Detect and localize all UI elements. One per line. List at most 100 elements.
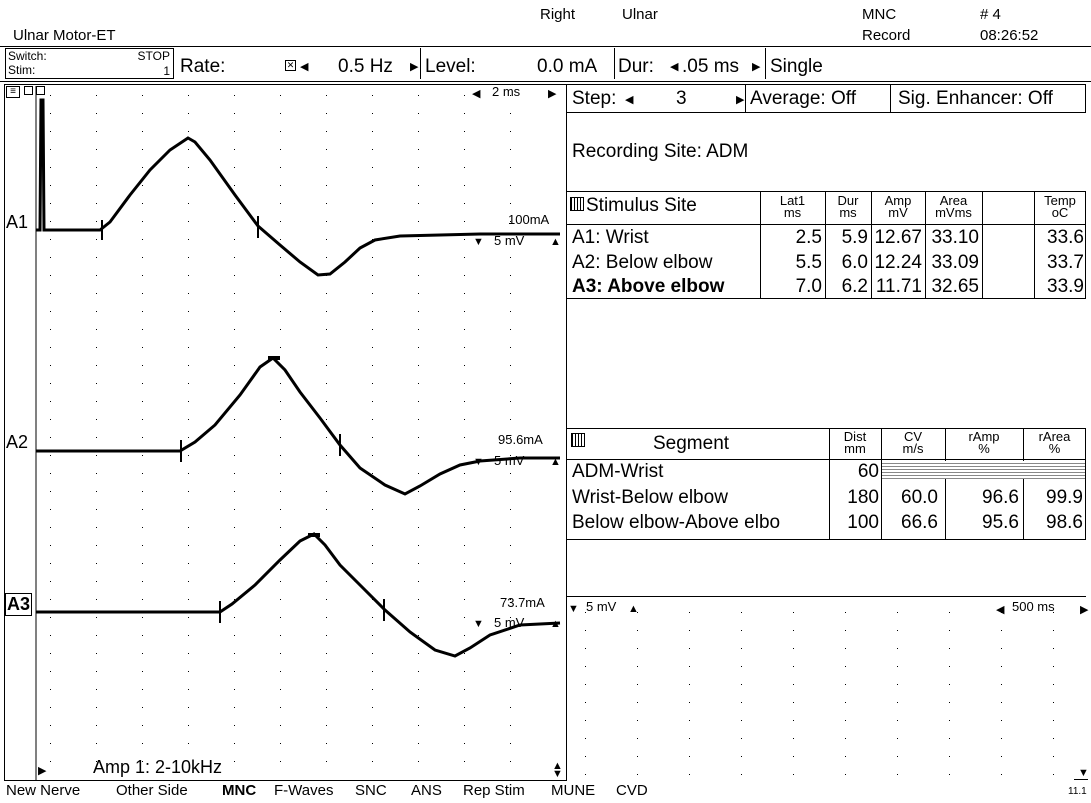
stim-row-site-selected[interactable]: A3: Above elbow <box>572 276 725 297</box>
arrow-up-icon[interactable]: ▲ <box>550 618 561 630</box>
grid-dot <box>1053 630 1054 631</box>
grid-dot <box>142 185 143 186</box>
grid-dot <box>793 684 794 685</box>
grid-dot <box>234 437 235 438</box>
arrow-right-icon[interactable]: ▶ <box>548 88 557 100</box>
sensitivity-a3[interactable]: 5 mV <box>494 615 525 630</box>
arrow-left-icon[interactable]: ◀ <box>670 61 679 73</box>
tab-other-side[interactable]: Other Side <box>116 782 188 799</box>
arrow-left-icon[interactable]: ◀ <box>300 61 309 73</box>
arrow-down-icon[interactable]: ▼ <box>1078 767 1089 779</box>
switch-stim-box[interactable]: Switch: STOP Stim: 1 <box>5 48 174 79</box>
grid-dot <box>96 743 97 744</box>
stim-cell: 5.5 <box>795 252 822 273</box>
stim-row-site[interactable]: A2: Below elbow <box>572 252 713 273</box>
grid-dot <box>372 203 373 204</box>
tab-rep-stim[interactable]: Rep Stim <box>463 782 525 799</box>
arrow-left-icon[interactable]: ◀ <box>996 604 1005 616</box>
grid-dot <box>96 257 97 258</box>
trace-label-a2[interactable]: A2 <box>6 432 29 452</box>
segment-cell: 66.6 <box>901 512 938 533</box>
grid-dot <box>326 149 327 150</box>
tab-new-nerve[interactable]: New Nerve <box>6 782 81 799</box>
arrow-right-icon[interactable]: ▶ <box>38 765 47 777</box>
arrow-right-icon[interactable]: ▶ <box>736 94 745 106</box>
stim-row-site[interactable]: A1: Wrist <box>572 227 649 248</box>
grid-dot <box>418 563 419 564</box>
arrow-down-icon[interactable]: ▼ <box>473 456 484 468</box>
secondary-timebase[interactable]: 500 ms <box>1012 599 1055 614</box>
col-header-area: Area mVms <box>935 193 972 220</box>
grid-dot <box>464 599 465 600</box>
arrow-left-icon[interactable]: ◀ <box>625 94 634 106</box>
rate-value[interactable]: 0.5 Hz <box>338 56 393 77</box>
grid-dot <box>741 684 742 685</box>
arrow-left-icon[interactable]: ◀ <box>472 88 481 100</box>
arrow-up-icon[interactable]: ▲ <box>550 456 561 468</box>
arrow-down-icon[interactable]: ▼ <box>473 618 484 630</box>
sensitivity-a2[interactable]: 5 mV <box>494 453 525 468</box>
grid-dot <box>188 455 189 456</box>
segment-row-name[interactable]: Below elbow-Above elbo <box>572 512 781 533</box>
segment-row-name[interactable]: ADM-Wrist <box>572 461 664 482</box>
segment-cell: 96.6 <box>982 487 1019 508</box>
grid-dot <box>142 401 143 402</box>
arrow-right-icon[interactable]: ▶ <box>410 61 419 73</box>
grid-dot <box>142 509 143 510</box>
grid-dot <box>142 491 143 492</box>
secondary-sensitivity[interactable]: 5 mV <box>586 599 617 614</box>
grid-dot <box>326 167 327 168</box>
checkbox-icon[interactable]: ✕ <box>285 60 296 71</box>
arrow-up-icon[interactable]: ▲ <box>552 760 563 772</box>
tab-f-waves[interactable]: F-Waves <box>274 782 334 799</box>
grid-dot <box>418 365 419 366</box>
arrow-right-icon[interactable]: ▶ <box>752 61 761 73</box>
arrow-right-icon[interactable]: ▶ <box>1080 604 1089 616</box>
tab-ans[interactable]: ANS <box>411 782 442 799</box>
sensitivity-a1[interactable]: 5 mV <box>494 233 525 248</box>
grid-dot <box>280 167 281 168</box>
grid-dot <box>234 167 235 168</box>
grid-dot <box>845 756 846 757</box>
grid-dot <box>280 419 281 420</box>
grid-dot <box>96 437 97 438</box>
grid-dot <box>50 455 51 456</box>
grid-dot <box>510 761 511 762</box>
grid-dot <box>793 666 794 667</box>
grid-icon[interactable] <box>570 197 584 211</box>
arrow-up-icon[interactable]: ▲ <box>550 236 561 248</box>
grid-dot <box>280 455 281 456</box>
grid-dot <box>188 653 189 654</box>
window-icon[interactable] <box>24 86 33 95</box>
arrow-up-icon[interactable]: ▲ <box>628 603 639 615</box>
level-value[interactable]: 0.0 mA <box>537 56 598 77</box>
segment-row-name[interactable]: Wrist-Below elbow <box>572 487 728 508</box>
grid-dot <box>280 671 281 672</box>
arrow-down-icon[interactable]: ▼ <box>568 603 579 615</box>
grid-dot <box>50 617 51 618</box>
trace-label-a3[interactable]: A3 <box>5 593 33 616</box>
tab-mune[interactable]: MUNE <box>551 782 596 799</box>
grid-dot <box>326 581 327 582</box>
tab-mnc[interactable]: MNC <box>222 782 257 799</box>
arrow-down-icon[interactable]: ▼ <box>473 236 484 248</box>
grid-dot <box>1053 774 1054 775</box>
grid-dot <box>1001 684 1002 685</box>
tab-snc[interactable]: SNC <box>355 782 387 799</box>
trace-label-a1[interactable]: A1 <box>6 212 29 232</box>
average-setting[interactable]: Average: Off <box>750 88 856 109</box>
grid-dot <box>142 113 143 114</box>
step-value[interactable]: 3 <box>676 88 687 109</box>
grid-dot <box>372 473 373 474</box>
arrow-down-icon[interactable]: ▼ <box>552 768 563 780</box>
menu-icon[interactable]: ≡ <box>6 86 20 98</box>
grid-icon[interactable] <box>571 433 585 447</box>
tab-cvd[interactable]: CVD <box>616 782 648 799</box>
signal-enhancer-setting[interactable]: Sig. Enhancer: Off <box>898 88 1053 109</box>
mode-value[interactable]: Single <box>770 56 823 77</box>
col-header-ramp: rAmp% <box>968 429 1000 456</box>
grid-dot <box>1001 612 1002 613</box>
timebase-label[interactable]: 2 ms <box>492 84 521 99</box>
dur-value[interactable]: .05 ms <box>682 56 740 77</box>
grid-dot <box>372 437 373 438</box>
